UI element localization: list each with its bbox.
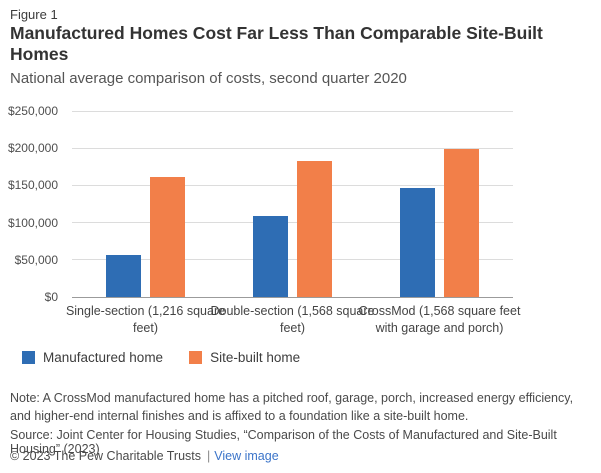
view-image-link[interactable]: View image xyxy=(214,449,279,463)
chart-title: Manufactured Homes Cost Far Less Than Co… xyxy=(10,23,543,65)
y-axis-tick-label: $200,000 xyxy=(7,141,58,156)
chart-subtitle: National average comparison of costs, se… xyxy=(10,70,407,87)
manufactured-home-swatch xyxy=(22,351,35,364)
chart-source: Source: Joint Center for Housing Studies… xyxy=(10,428,557,456)
bar-site-built-1 xyxy=(297,160,332,297)
bar-site-built-2 xyxy=(444,148,479,297)
gridline-200000 xyxy=(72,147,513,149)
legend-label-manufactured: Manufactured home xyxy=(43,350,164,365)
chart-note: Note: A CrossMod manufactured home has a… xyxy=(10,391,574,424)
bar-manufactured-0 xyxy=(106,254,141,297)
y-axis-tick-label: $50,000 xyxy=(14,252,58,267)
gridline-150000 xyxy=(72,184,513,186)
y-axis-tick-label: $100,000 xyxy=(7,215,58,230)
legend-label-site-built: Site-built home xyxy=(210,350,301,365)
figure-label: Figure 1 xyxy=(10,7,58,22)
x-axis-line xyxy=(72,296,513,298)
bar-site-built-0 xyxy=(150,177,185,297)
gridline-50000 xyxy=(72,259,513,261)
copyright-row: © 2023 The Pew Charitable Trusts | View im… xyxy=(10,449,279,463)
y-axis-tick-label: $250,000 xyxy=(7,104,58,118)
bar-manufactured-1 xyxy=(253,215,288,297)
x-axis-category-label: Double-section (1,568 square feet) xyxy=(210,304,375,335)
x-axis-category-label: CrossMod (1,568 square feet with garage … xyxy=(358,304,521,335)
site-built-home-swatch xyxy=(189,351,203,364)
gridline-100000 xyxy=(72,222,513,224)
legend-item-site-built: Site-built home xyxy=(189,350,300,365)
copyright-text: © 2023 The Pew Charitable Trusts xyxy=(10,449,202,463)
x-axis-category-label: Single-section (1,216 square feet) xyxy=(65,304,226,335)
chart-legend: Manufactured home Site-built home xyxy=(22,350,300,365)
legend-item-manufactured: Manufactured home xyxy=(22,350,163,365)
separator: | xyxy=(207,449,211,463)
bar-manufactured-2 xyxy=(400,188,435,297)
y-axis-tick-label: $150,000 xyxy=(7,178,58,193)
y-axis-tick-label: $0 xyxy=(44,290,58,304)
gridline-250000 xyxy=(72,110,513,112)
